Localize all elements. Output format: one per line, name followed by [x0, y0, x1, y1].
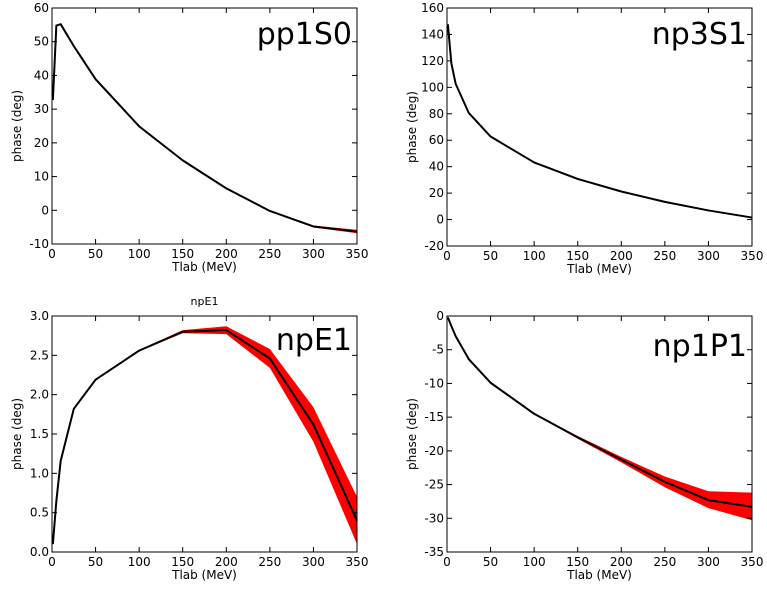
- y-tick-label: -10: [29, 237, 49, 251]
- error-band: [447, 317, 752, 521]
- panel-label: np3S1: [652, 17, 747, 52]
- y-tick-label: 20: [429, 186, 444, 200]
- x-tick-label: 200: [610, 555, 633, 569]
- y-tick-label: -25: [424, 478, 444, 492]
- x-tick-label: 350: [741, 249, 764, 263]
- x-axis-label: Tlab (MeV): [171, 260, 237, 274]
- y-tick-label: 1.0: [30, 466, 49, 480]
- x-tick-label: 50: [88, 247, 103, 261]
- axes-frame: [51, 7, 358, 245]
- panel-np1P1: 0 50 100 150 200 250 300 350 -35 -30 -25 -20 -15 -10 -…: [405, 309, 763, 582]
- phase-shift-line: [51, 23, 358, 233]
- y-axis-label: phase (deg): [405, 398, 419, 470]
- y-tick-label: 40: [429, 160, 444, 174]
- x-tick-label: 100: [128, 247, 151, 261]
- y-tick-label: -20: [424, 444, 444, 458]
- x-tick-label: 0: [48, 247, 56, 261]
- x-tick-label: 0: [443, 555, 451, 569]
- x-tick-label: 250: [258, 555, 281, 569]
- x-tick-label: 300: [697, 555, 720, 569]
- x-tick-label: 50: [88, 555, 103, 569]
- phase-shift-line: [446, 24, 753, 219]
- y-tick-label: 0.0: [30, 545, 49, 559]
- y-tick-label: 50: [34, 35, 49, 49]
- error-band: [447, 24, 752, 218]
- y-tick-label: 60: [429, 133, 444, 147]
- y-tick-label: 10: [34, 170, 49, 184]
- x-tick-label: 150: [566, 555, 589, 569]
- x-tick-label: 100: [523, 249, 546, 263]
- y-tick-label: 3.0: [30, 309, 49, 323]
- panel-label: pp1S0: [257, 17, 352, 52]
- x-tick-label: 100: [128, 555, 151, 569]
- x-tick-label: 200: [215, 247, 238, 261]
- y-tick-label: 0: [41, 203, 49, 217]
- x-tick-label: 350: [346, 247, 369, 261]
- y-tick-label: 0: [436, 309, 444, 323]
- y-tick-label: 1.5: [30, 427, 49, 441]
- error-band: [52, 24, 358, 234]
- y-axis-label: phase (deg): [10, 90, 24, 162]
- x-tick-label: 150: [171, 247, 194, 261]
- error-band: [52, 326, 358, 545]
- y-tick-label: 40: [34, 68, 49, 82]
- panel-label: npE1: [276, 323, 352, 358]
- y-tick-label: 20: [34, 136, 49, 150]
- x-tick-label: 300: [302, 555, 325, 569]
- x-tick-label: 100: [523, 555, 546, 569]
- x-tick-label: 250: [653, 555, 676, 569]
- y-tick-label: 0.5: [30, 506, 49, 520]
- x-tick-label: 250: [653, 249, 676, 263]
- x-axis-label: Tlab (MeV): [566, 568, 632, 582]
- panel-np3S1: 0 50 100 150 200 250 300 350-200204060801001201…: [405, 1, 763, 276]
- y-tick-label: 120: [421, 54, 444, 68]
- y-tick-label: 0: [436, 213, 444, 227]
- y-tick-label: -30: [424, 511, 444, 525]
- y-tick-label: 30: [34, 102, 49, 116]
- panel-label: np1P1: [653, 329, 747, 364]
- axes-frame: [446, 315, 753, 553]
- panel-pp1S0: 0 50 100 150 200 250 300 350-100102030405060Tla…: [10, 1, 368, 274]
- x-tick-label: 0: [48, 555, 56, 569]
- panel-title: npE1: [191, 295, 219, 308]
- axes-frame: [446, 7, 753, 247]
- y-tick-label: -10: [424, 376, 444, 390]
- y-tick-label: 2.5: [30, 348, 49, 362]
- x-tick-label: 150: [566, 249, 589, 263]
- x-tick-label: 50: [483, 555, 498, 569]
- y-tick-label: -15: [424, 410, 444, 424]
- y-axis-label: phase (deg): [10, 398, 24, 470]
- x-tick-label: 250: [258, 247, 281, 261]
- panel-npE1: 0 50 100 150 200 250 300 350 0.0 0.5 1.0 1.5 2.0 2.5 3…: [10, 295, 368, 582]
- y-tick-label: -20: [424, 239, 444, 253]
- y-axis-label: phase (deg): [405, 91, 419, 163]
- y-tick-label: 80: [429, 107, 444, 121]
- x-tick-label: 200: [610, 249, 633, 263]
- y-tick-label: -35: [424, 545, 444, 559]
- x-tick-label: 150: [171, 555, 194, 569]
- x-axis-label: Tlab (MeV): [171, 568, 237, 582]
- x-tick-label: 350: [741, 555, 764, 569]
- x-tick-label: 200: [215, 555, 238, 569]
- y-tick-label: 100: [421, 80, 444, 94]
- y-tick-label: 160: [421, 1, 444, 15]
- y-tick-label: 2.0: [30, 388, 49, 402]
- x-tick-label: 50: [483, 249, 498, 263]
- x-tick-label: 300: [302, 247, 325, 261]
- y-tick-label: -5: [432, 343, 444, 357]
- x-axis-label: Tlab (MeV): [566, 262, 632, 276]
- x-tick-label: 0: [443, 249, 451, 263]
- x-tick-label: 300: [697, 249, 720, 263]
- y-tick-label: 140: [421, 27, 444, 41]
- x-tick-label: 350: [346, 555, 369, 569]
- y-tick-label: 60: [34, 1, 49, 15]
